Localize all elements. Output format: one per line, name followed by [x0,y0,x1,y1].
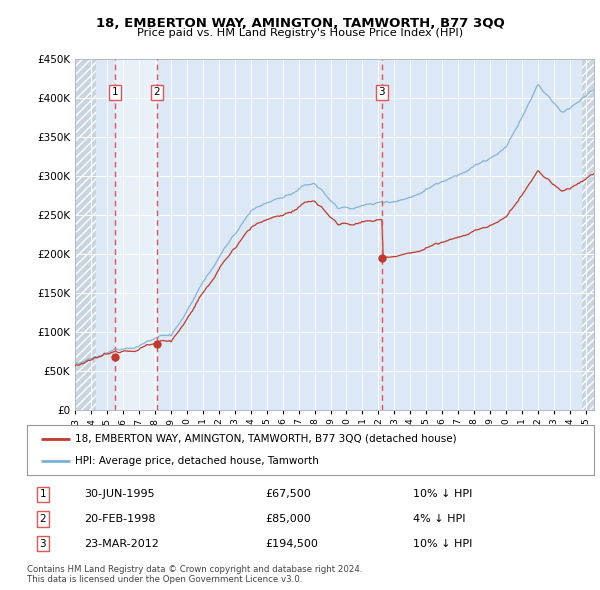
Text: 23-MAR-2012: 23-MAR-2012 [84,539,158,549]
Text: Contains HM Land Registry data © Crown copyright and database right 2024.: Contains HM Land Registry data © Crown c… [27,565,362,574]
Text: £85,000: £85,000 [265,514,311,524]
Bar [582,59,594,410]
Text: 10% ↓ HPI: 10% ↓ HPI [413,539,472,549]
Bar [115,59,157,410]
Text: 18, EMBERTON WAY, AMINGTON, TAMWORTH, B77 3QQ: 18, EMBERTON WAY, AMINGTON, TAMWORTH, B7… [95,17,505,30]
Text: £194,500: £194,500 [265,539,318,549]
Text: 4% ↓ HPI: 4% ↓ HPI [413,514,465,524]
Text: 2: 2 [154,87,160,97]
Text: Price paid vs. HM Land Registry's House Price Index (HPI): Price paid vs. HM Land Registry's House … [137,28,463,38]
Text: 18, EMBERTON WAY, AMINGTON, TAMWORTH, B77 3QQ (detached house): 18, EMBERTON WAY, AMINGTON, TAMWORTH, B7… [75,434,457,444]
Text: HPI: Average price, detached house, Tamworth: HPI: Average price, detached house, Tamw… [75,456,319,466]
Text: 3: 3 [379,87,385,97]
Text: 2: 2 [40,514,46,524]
Text: 3: 3 [40,539,46,549]
Text: 1: 1 [40,490,46,499]
Text: 1: 1 [112,87,118,97]
Text: This data is licensed under the Open Government Licence v3.0.: This data is licensed under the Open Gov… [27,575,302,584]
Text: 20-FEB-1998: 20-FEB-1998 [84,514,155,524]
Bar [75,59,96,410]
Bar [75,59,96,410]
Bar [582,59,594,410]
Text: 30-JUN-1995: 30-JUN-1995 [84,490,154,499]
Text: 10% ↓ HPI: 10% ↓ HPI [413,490,472,499]
Text: £67,500: £67,500 [265,490,311,499]
